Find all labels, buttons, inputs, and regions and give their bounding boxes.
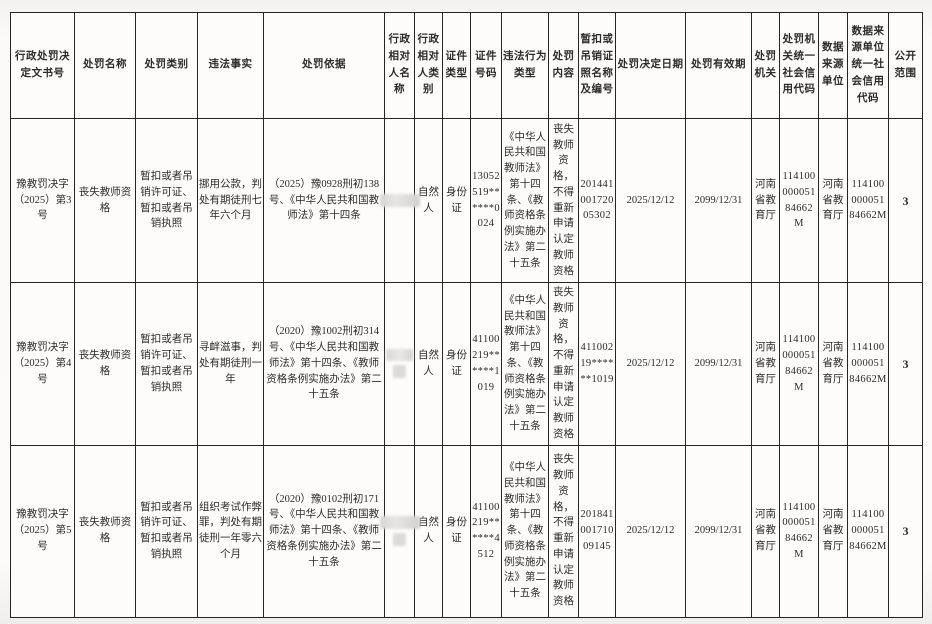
cell-id-type: 身份证 bbox=[442, 444, 471, 618]
cell-party-name bbox=[384, 282, 415, 446]
table-row: 豫教罚决字（2025）第3号 丧失教师资格 暂扣或者吊销许可证、暂扣或者吊销执照… bbox=[10, 118, 923, 283]
cell-penalty-basis: （2025）豫0928刑初138号、《中华人民共和国教师法》第十四条 bbox=[263, 118, 385, 283]
header-illegal-facts: 违法事实 bbox=[197, 12, 264, 119]
header-penalty-content: 处罚内容 bbox=[548, 12, 579, 119]
cell-violation-type: 《中华人民共和国教师法》第十四条、《教师资格条例实施办法》第二十五条 bbox=[501, 118, 549, 283]
cell-penalty-category: 暂扣或者吊销许可证、暂扣或者吊销执照 bbox=[135, 444, 198, 618]
cell-source-unit: 河南省教育厅 bbox=[818, 282, 848, 446]
cell-penalty-category: 暂扣或者吊销许可证、暂扣或者吊销执照 bbox=[135, 118, 198, 283]
header-source-code: 数据来源单位统一社会信用代码 bbox=[847, 12, 889, 119]
cell-decision-date: 2025/12/12 bbox=[615, 282, 686, 446]
cell-id-number: 41100219******4512 bbox=[470, 444, 502, 618]
cell-source-code: 11410000005184662M bbox=[847, 118, 889, 283]
cell-public-scope: 3 bbox=[888, 444, 923, 618]
table-row: 豫教罚决字（2025）第5号 丧失教师资格 暂扣或者吊销许可证、暂扣或者吊销执照… bbox=[10, 444, 923, 618]
cell-valid-until: 2099/12/31 bbox=[685, 282, 752, 446]
cell-id-type: 身份证 bbox=[442, 282, 471, 446]
header-row: 行政处罚决定文书号 处罚名称 处罚类别 违法事实 处罚依据 行政相对人名称 行政… bbox=[10, 12, 923, 119]
cell-party-name bbox=[379, 444, 420, 618]
header-penalty-basis: 处罚依据 bbox=[263, 12, 385, 119]
header-decision-date: 处罚决定日期 bbox=[615, 12, 686, 119]
cell-doc-no: 豫教罚决字（2025）第5号 bbox=[10, 444, 75, 618]
cell-authority: 河南省教育厅 bbox=[751, 444, 780, 618]
cell-authority-code: 11410000005184662M bbox=[779, 282, 819, 446]
cell-authority: 河南省教育厅 bbox=[751, 282, 780, 446]
cell-public-scope: 3 bbox=[888, 118, 923, 283]
cell-public-scope: 3 bbox=[888, 282, 923, 446]
cell-license-no: 20184100171009145 bbox=[578, 444, 616, 618]
cell-source-code: 11410000005184662M bbox=[847, 444, 889, 618]
header-violation-type: 违法行为类型 bbox=[501, 12, 549, 119]
cell-source-unit: 河南省教育厅 bbox=[818, 118, 848, 283]
cell-valid-until: 2099/12/31 bbox=[685, 118, 752, 283]
header-valid-until: 处罚有效期 bbox=[685, 12, 752, 119]
cell-illegal-facts: 挪用公款，判处有期徒刑七年六个月 bbox=[197, 118, 264, 283]
cell-party-type: 自然人 bbox=[414, 444, 443, 618]
cell-valid-until: 2099/12/31 bbox=[685, 444, 752, 618]
header-id-number: 证件号码 bbox=[470, 12, 502, 119]
cell-party-name bbox=[379, 118, 420, 283]
cell-decision-date: 2025/12/12 bbox=[615, 444, 686, 618]
cell-penalty-name: 丧失教师资格 bbox=[74, 444, 136, 618]
cell-id-number: 41100219******1019 bbox=[470, 282, 502, 446]
header-penalty-name: 处罚名称 bbox=[74, 12, 136, 119]
table-row: 豫教罚决字（2025）第4号 丧失教师资格 暂扣或者吊销许可证、暂扣或者吊销执照… bbox=[10, 282, 923, 446]
cell-decision-date: 2025/12/12 bbox=[615, 118, 686, 283]
cell-party-type: 自然人 bbox=[414, 282, 443, 446]
cell-penalty-basis: （2020）豫1002刑初314号、《中华人民共和国教师法》第十四条、《教师资格… bbox=[263, 282, 385, 446]
cell-authority-code: 11410000005184662M bbox=[779, 118, 819, 283]
cell-illegal-facts: 组织考试作弊罪，判处有期徒刑一年零六个月 bbox=[197, 444, 264, 618]
cell-source-unit: 河南省教育厅 bbox=[818, 444, 848, 618]
cell-penalty-name: 丧失教师资格 bbox=[74, 118, 136, 283]
cell-id-number: 13052519******0024 bbox=[470, 118, 502, 283]
cell-license-no: 20144100172005302 bbox=[578, 118, 616, 283]
header-authority: 处罚机关 bbox=[751, 12, 780, 119]
cell-source-code: 11410000005184662M bbox=[847, 282, 889, 446]
penalty-table: 行政处罚决定文书号 处罚名称 处罚类别 违法事实 处罚依据 行政相对人名称 行政… bbox=[10, 12, 923, 618]
header-party-type: 行政相对人类别 bbox=[414, 12, 443, 119]
cell-doc-no: 豫教罚决字（2025）第3号 bbox=[10, 118, 75, 283]
header-authority-code: 处罚机关统一社会信用代码 bbox=[779, 12, 819, 119]
cell-penalty-category: 暂扣或者吊销许可证、暂扣或者吊销执照 bbox=[135, 282, 198, 446]
cell-authority: 河南省教育厅 bbox=[751, 118, 780, 283]
redacted-name-blur bbox=[379, 194, 420, 207]
header-source-unit: 数据来源单位 bbox=[818, 12, 848, 119]
header-license-no: 暂扣或吊销证照名称及编号 bbox=[578, 12, 616, 119]
cell-authority-code: 11410000005184662M bbox=[779, 444, 819, 618]
header-doc-no: 行政处罚决定文书号 bbox=[10, 12, 75, 119]
header-party-name: 行政相对人名称 bbox=[384, 12, 415, 119]
cell-license-no: 41100219******1019 bbox=[578, 282, 616, 446]
cell-penalty-basis: （2020）豫0102刑初171号、《中华人民共和国教师法》第十四条、《教师资格… bbox=[263, 444, 385, 618]
cell-illegal-facts: 寻衅滋事，判处有期徒刑一年 bbox=[197, 282, 264, 446]
cell-violation-type: 《中华人民共和国教师法》第十四条、《教师资格条例实施办法》第二十五条 bbox=[501, 282, 549, 446]
header-penalty-category: 处罚类别 bbox=[135, 12, 198, 119]
redacted-name-blur bbox=[393, 533, 406, 546]
cell-penalty-content: 丧失教师资格，不得重新申请认定教师资格 bbox=[548, 282, 579, 446]
redacted-name-blur bbox=[393, 365, 406, 379]
cell-penalty-content: 丧失教师资格，不得重新申请认定教师资格 bbox=[548, 444, 579, 618]
cell-penalty-name: 丧失教师资格 bbox=[74, 282, 136, 446]
cell-penalty-content: 丧失教师资格，不得重新申请认定教师资格 bbox=[548, 118, 579, 283]
header-public-scope: 公开范围 bbox=[888, 12, 923, 119]
redacted-name-blur bbox=[386, 349, 413, 362]
cell-violation-type: 《中华人民共和国教师法》第十四条、《教师资格条例实施办法》第二十五条 bbox=[501, 444, 549, 618]
redacted-name-blur bbox=[379, 516, 420, 529]
cell-id-type: 身份证 bbox=[442, 118, 471, 283]
cell-doc-no: 豫教罚决字（2025）第4号 bbox=[10, 282, 75, 446]
header-id-type: 证件类型 bbox=[442, 12, 471, 119]
